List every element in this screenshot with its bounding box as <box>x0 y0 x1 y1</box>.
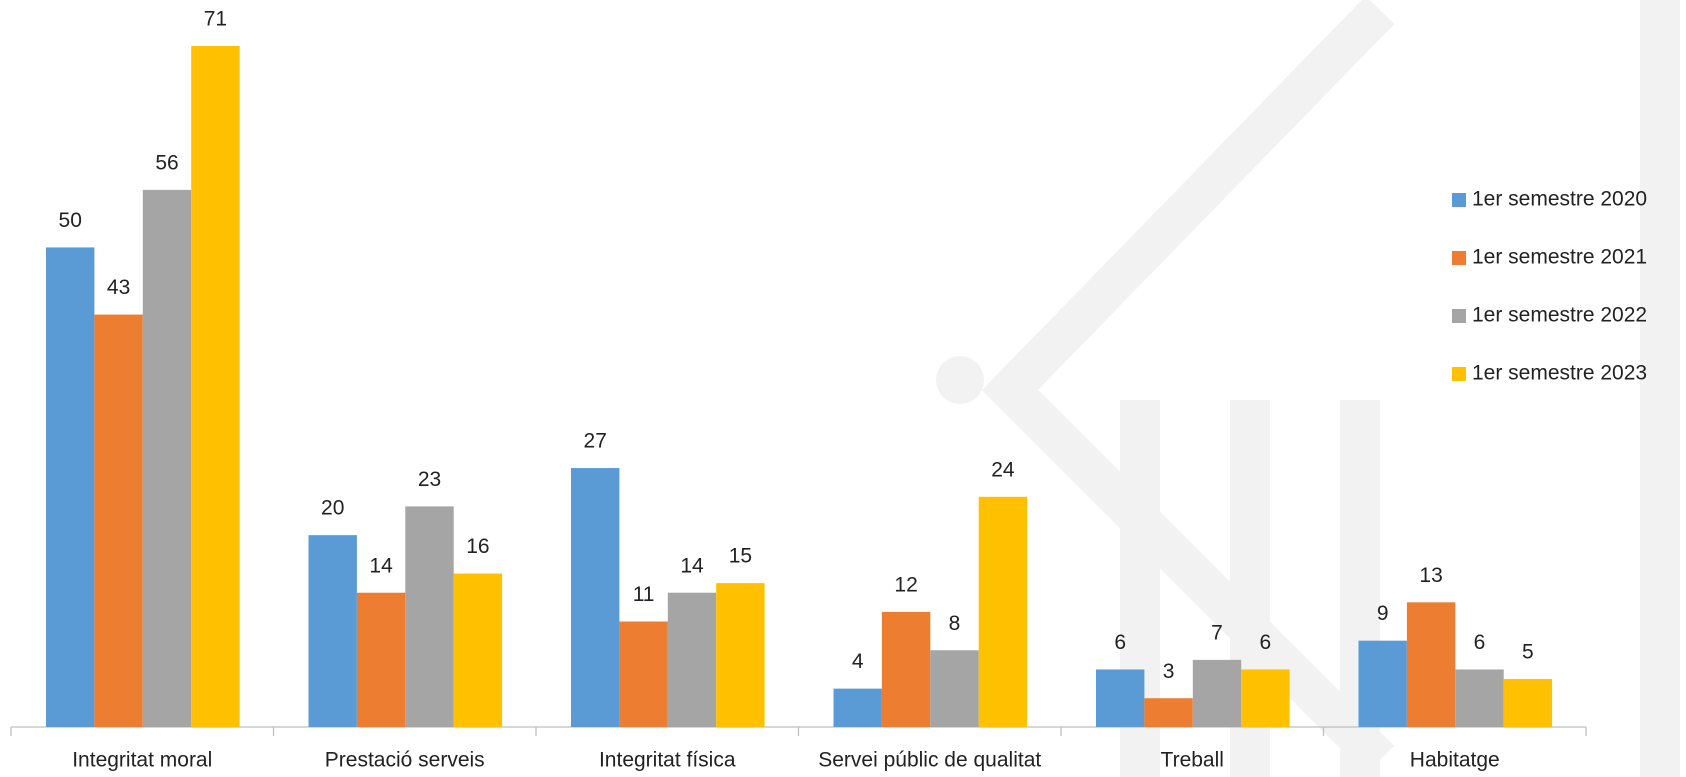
legend-swatch <box>1452 367 1466 381</box>
watermark-dot <box>936 356 984 404</box>
bar <box>619 621 668 727</box>
bar <box>1096 669 1145 727</box>
bar <box>94 314 143 727</box>
value-label: 11 <box>633 583 655 606</box>
value-label: 24 <box>991 458 1015 481</box>
value-label: 4 <box>852 650 864 673</box>
bar <box>716 583 765 727</box>
value-label: 5 <box>1522 641 1534 664</box>
watermark <box>981 0 1680 777</box>
value-label: 14 <box>680 554 704 577</box>
value-label: 8 <box>949 612 961 635</box>
bar <box>881 611 931 727</box>
legend-swatch <box>1452 309 1466 323</box>
value-label: 15 <box>729 545 752 568</box>
value-label: 6 <box>1260 631 1272 654</box>
value-label: 6 <box>1114 631 1126 654</box>
bar <box>667 592 717 727</box>
legend-label: 1er semestre 2021 <box>1472 246 1647 269</box>
value-label: 23 <box>418 468 441 491</box>
value-label: 43 <box>107 276 130 299</box>
x-tick-label: Habitatge <box>1410 749 1500 772</box>
bar <box>191 46 240 727</box>
value-label: 7 <box>1211 621 1223 644</box>
value-label: 12 <box>894 573 917 596</box>
value-label: 9 <box>1377 602 1389 625</box>
bar <box>1192 659 1242 727</box>
value-label: 16 <box>466 535 489 558</box>
value-label: 13 <box>1419 564 1442 587</box>
legend-label: 1er semestre 2023 <box>1472 362 1647 385</box>
x-tick-label: Treball <box>1161 749 1224 772</box>
value-label: 56 <box>155 151 178 174</box>
legend-label: 1er semestre 2022 <box>1472 304 1647 327</box>
bar <box>453 573 503 727</box>
value-label: 50 <box>59 209 82 232</box>
bar <box>930 650 979 727</box>
bar <box>1241 669 1290 727</box>
bar <box>571 468 620 727</box>
bar <box>308 535 357 727</box>
value-label: 71 <box>204 8 227 31</box>
x-tick-label: Integritat moral <box>72 749 212 772</box>
legend-swatch <box>1452 193 1466 207</box>
bar <box>356 592 406 727</box>
bar <box>1503 679 1553 727</box>
value-label: 20 <box>321 497 344 520</box>
x-tick-label: Integritat física <box>599 749 736 772</box>
bar <box>1144 698 1193 727</box>
bar <box>1358 640 1407 727</box>
value-label: 27 <box>584 430 607 453</box>
value-label: 6 <box>1474 631 1486 654</box>
x-tick-label: Prestació serveis <box>325 749 485 772</box>
bar <box>833 688 882 727</box>
bar <box>46 247 95 727</box>
bar <box>978 496 1028 727</box>
value-label: 3 <box>1163 660 1175 683</box>
bar <box>405 506 454 727</box>
bar <box>1406 602 1456 727</box>
legend-swatch <box>1452 251 1466 265</box>
value-label: 14 <box>369 554 393 577</box>
x-tick-label: Servei públic de qualitat <box>818 749 1041 772</box>
bar <box>142 189 192 728</box>
bar <box>1455 669 1504 727</box>
legend-label: 1er semestre 2020 <box>1472 188 1647 211</box>
